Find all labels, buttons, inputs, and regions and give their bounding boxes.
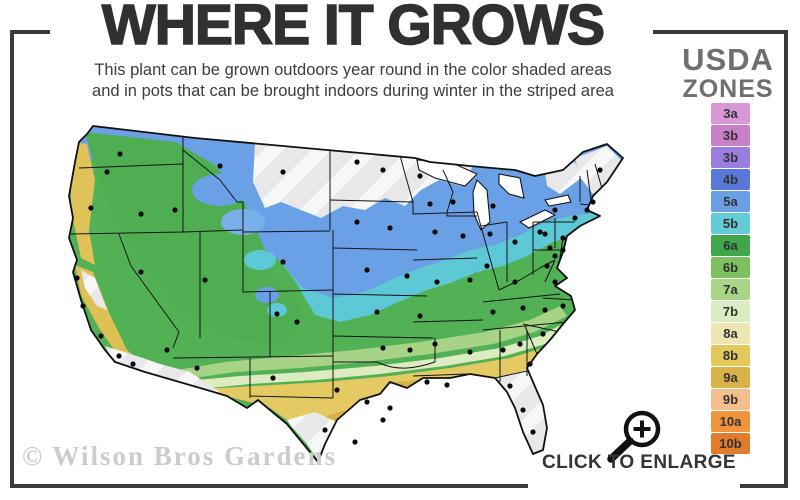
- subtitle-line-1: This plant can be grown outdoors year ro…: [94, 61, 612, 79]
- usda-heading-line-1: USDA: [682, 42, 774, 77]
- click-to-enlarge-label[interactable]: CLICK TO ENLARGE: [542, 452, 736, 473]
- usda-zone-map[interactable]: [15, 110, 665, 478]
- zone-chip-10b: 10b: [711, 433, 750, 454]
- watermark: © Wilson Bros Gardens: [22, 441, 337, 471]
- frame-border-left: [10, 30, 14, 488]
- zone-chip-9a: 9a: [711, 367, 750, 388]
- state-borders: [70, 132, 604, 399]
- zone-chip-5b: 5b: [711, 213, 750, 234]
- zone-chip-6b: 6b: [711, 257, 750, 278]
- page-title: WHERE IT GROWS: [101, 0, 606, 57]
- zone-chip-8a: 8a: [711, 323, 750, 344]
- frame-border-bottom-right: [740, 484, 788, 488]
- city-dots: [74, 151, 603, 445]
- subtitle: This plant can be grown outdoors year ro…: [33, 60, 673, 102]
- us-outline: [68, 125, 624, 463]
- zone-chip-6a: 6a: [711, 235, 750, 256]
- frame-border-bottom-left: [10, 484, 528, 488]
- magnifier-plus-icon[interactable]: [597, 408, 669, 466]
- frame-border-top-right: [653, 30, 788, 34]
- usda-heading-line-2: ZONES: [682, 75, 774, 103]
- great-lakes: [416, 159, 572, 231]
- usda-zones-legend: 3a 3b 3b 4b 5a 5b 6a 6b 7a 7b 8a 8b 9a 9b 10a 10b: [711, 103, 751, 455]
- zone-chip-3b: 3b: [711, 125, 750, 146]
- zone-chip-3a: 3a: [711, 103, 750, 124]
- usda-zone-map-svg[interactable]: [15, 110, 665, 478]
- frame-border-top-left: [10, 30, 50, 34]
- zone-chip-3b: 3b: [711, 147, 750, 168]
- zone-chip-5a: 5a: [711, 191, 750, 212]
- zone-chip-4b: 4b: [711, 169, 750, 190]
- zone-chip-8b: 8b: [711, 345, 750, 366]
- zone-chip-7a: 7a: [711, 279, 750, 300]
- zone-chip-7b: 7b: [711, 301, 750, 322]
- zone-chip-9b: 9b: [711, 389, 750, 410]
- subtitle-line-2: and in pots that can be brought indoors …: [92, 82, 614, 101]
- zone-chip-10a: 10a: [711, 411, 750, 432]
- usda-zones-heading: USDA ZONES: [672, 44, 784, 102]
- frame-border-right: [784, 30, 788, 488]
